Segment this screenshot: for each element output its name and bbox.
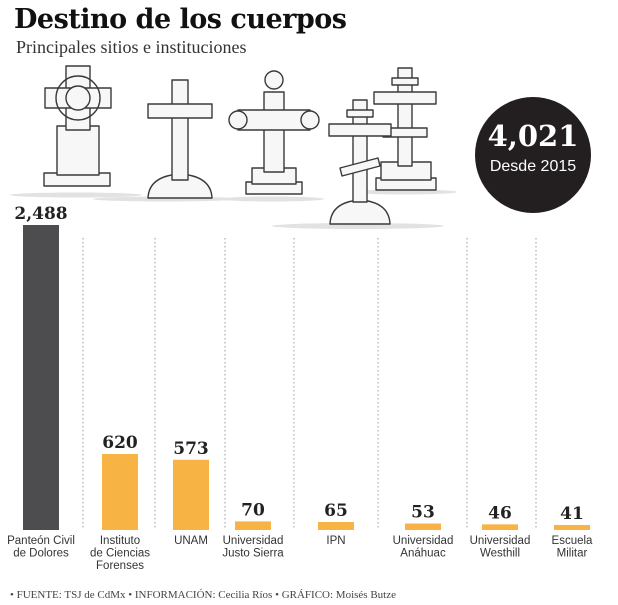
bar	[173, 459, 209, 530]
data-label: 53	[411, 503, 435, 523]
category-label: Universidad Justo Sierra	[222, 535, 284, 560]
category-label: Panteón Civil de Dolores	[7, 535, 75, 560]
category-label: UNAM	[174, 535, 208, 547]
data-label: 41	[560, 504, 584, 524]
chart-subtitle: Principales sitios e instituciones	[16, 37, 247, 57]
bar	[482, 524, 518, 530]
category-label: Universidad Anáhuac	[393, 535, 454, 560]
bar	[554, 524, 590, 530]
data-label: 573	[173, 439, 209, 459]
category-label: Instituto de Ciencias Forenses	[90, 535, 150, 572]
category-label: Universidad Westhill	[470, 535, 531, 560]
bar	[318, 522, 354, 530]
chart-title: Destino de los cuerpos	[14, 4, 347, 35]
total-value: 4,021	[487, 119, 579, 153]
bar	[235, 521, 271, 530]
source-footer: • FUENTE: TSJ de CdMx • INFORMACIÓN: Cec…	[10, 589, 396, 601]
category-label: Escuela Militar	[552, 535, 594, 560]
bar	[102, 453, 138, 530]
data-label: 70	[241, 500, 265, 520]
category-label: IPN	[326, 535, 345, 547]
data-label: 2,488	[14, 204, 67, 224]
bar	[405, 523, 441, 530]
data-label: 65	[324, 501, 348, 521]
bar	[23, 225, 59, 530]
data-label: 620	[102, 433, 138, 453]
total-badge: 4,021 Desde 2015	[475, 97, 591, 213]
tombstones-illustration	[10, 65, 457, 229]
data-label: 46	[488, 503, 512, 523]
bar-chart: 2,488 Panteón Civil de Dolores 620 Instituto…	[7, 204, 594, 572]
total-caption: Desde 2015	[489, 158, 577, 175]
